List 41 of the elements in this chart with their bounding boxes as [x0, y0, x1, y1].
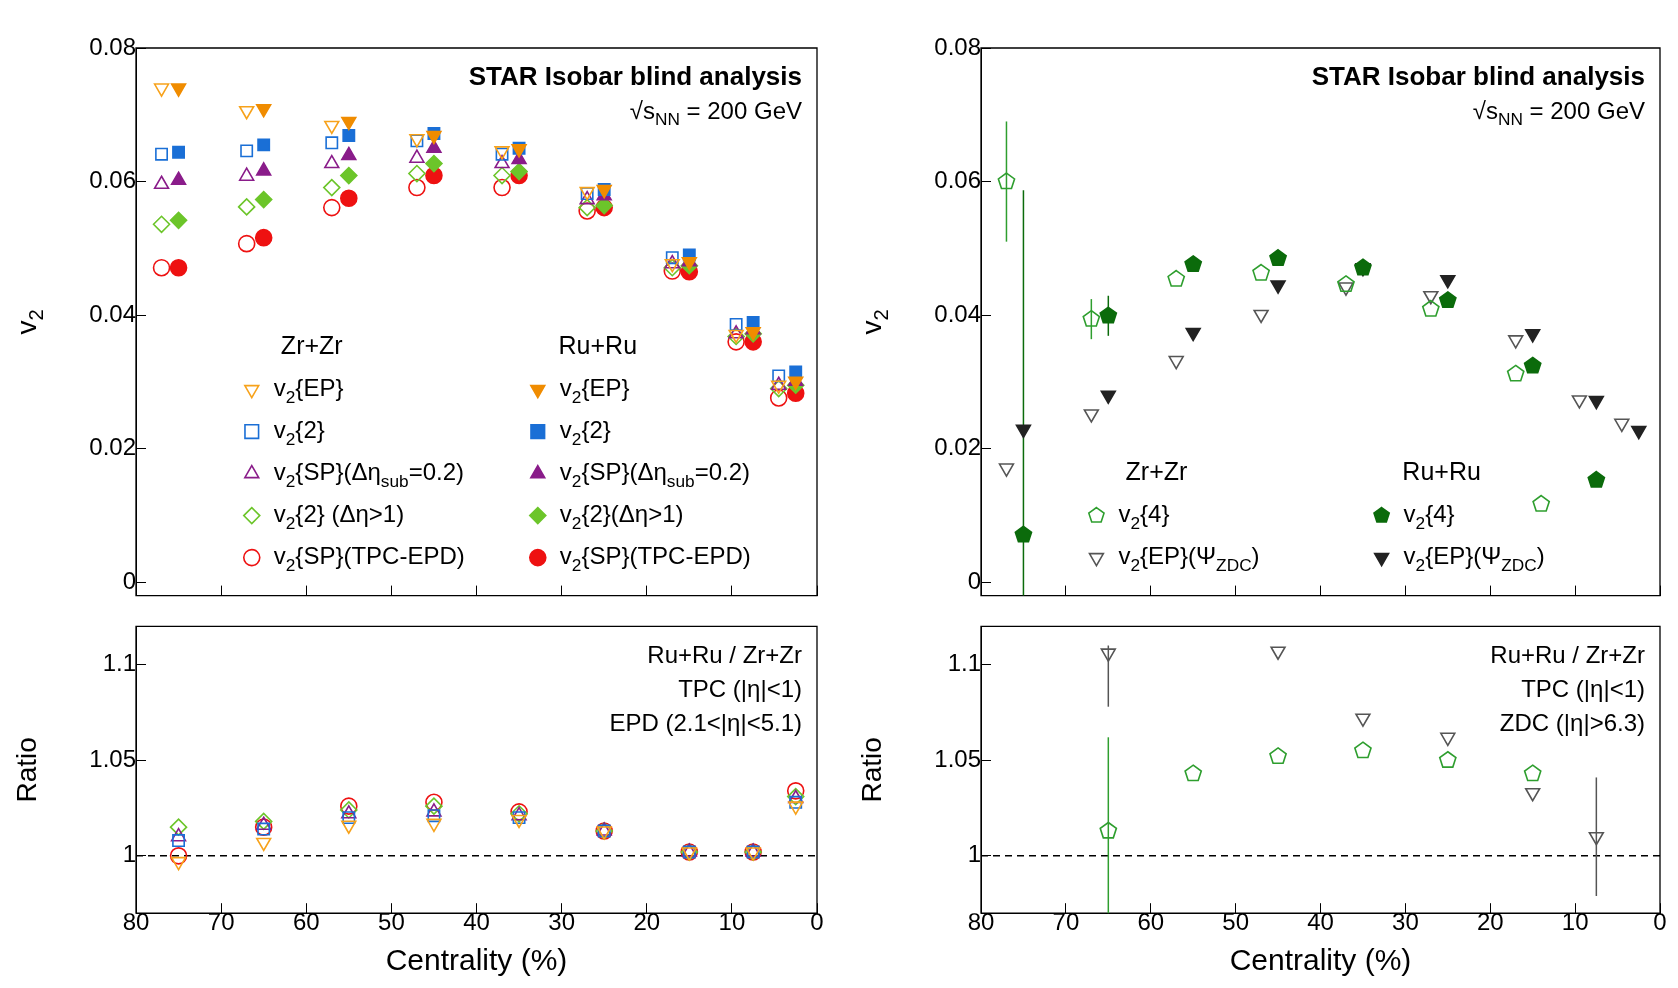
- legend-label: v2{2}: [273, 416, 325, 449]
- y-tick-label: 0.06: [934, 166, 981, 194]
- annotation: Ru+Ru: [1402, 457, 1481, 486]
- legend-label: v2{2} (Δη>1): [273, 500, 405, 533]
- y-tick-label: 0.06: [89, 166, 136, 194]
- y-tick-label: 0.02: [89, 433, 136, 461]
- y-tick-label: 1: [122, 840, 136, 868]
- annotation: Zr+Zr: [280, 331, 343, 360]
- y-tick-label: 1.05: [934, 744, 981, 772]
- annotation: Ru+Ru / Zr+Zr: [647, 641, 803, 669]
- y-tick-label: 1.05: [89, 744, 136, 772]
- y-axis-title: Ratio: [855, 737, 887, 803]
- y-tick-label: 0.08: [934, 32, 981, 60]
- y-axis-title: v2: [855, 309, 893, 335]
- y-tick-label: 1.1: [947, 649, 981, 677]
- x-tick-label: 80: [967, 908, 995, 936]
- legend-label: v2{2}: [559, 416, 611, 449]
- x-tick-label: 60: [292, 908, 320, 936]
- text: STAR Isobar blind analysis: [1311, 61, 1645, 92]
- x-tick-label: 80: [122, 908, 150, 936]
- y-tick-label: 0.08: [89, 32, 136, 60]
- annotation: EPD (2.1<|η|<5.1): [609, 709, 802, 737]
- x-tick-label: 0: [1653, 908, 1667, 936]
- y-axis-title: Ratio: [10, 737, 42, 803]
- y-tick-label: 0: [122, 566, 136, 594]
- y-tick-label: 1.1: [102, 649, 136, 677]
- y-tick-label: 0: [967, 566, 981, 594]
- annotation: Ru+Ru / Zr+Zr: [1490, 641, 1646, 669]
- y-tick-label: 1: [967, 840, 981, 868]
- annotation: ZDC (|η|>6.3): [1499, 709, 1645, 737]
- x-tick-label: 0: [810, 908, 824, 936]
- legend-label: v2{2}(Δη>1): [559, 500, 684, 533]
- annotation: Zr+Zr: [1125, 457, 1188, 486]
- y-axis-title: v2: [10, 309, 48, 335]
- annotation: TPC (|η|<1): [1521, 675, 1646, 703]
- y-tick-label: 0.02: [934, 433, 981, 461]
- annotation: TPC (|η|<1): [678, 675, 803, 703]
- text: STAR Isobar blind analysis: [468, 61, 802, 92]
- annotation: Ru+Ru: [558, 331, 638, 360]
- x-axis-title: Centrality (%): [385, 943, 568, 977]
- x-axis-title: Centrality (%): [1229, 943, 1412, 977]
